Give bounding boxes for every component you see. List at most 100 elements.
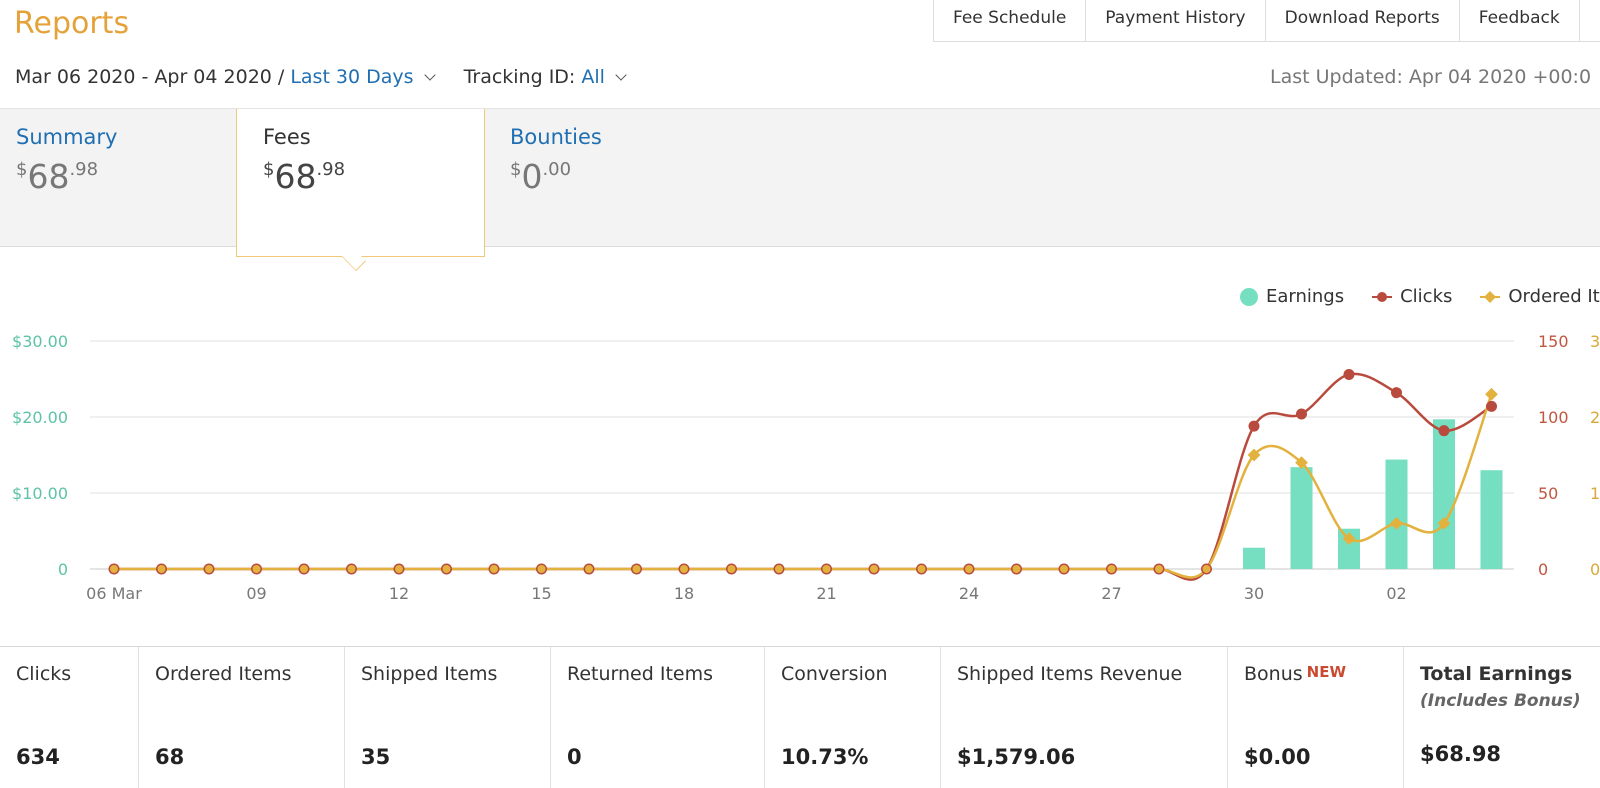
x-tick-label: 02 <box>1386 584 1406 603</box>
stats-bar: Clicks 634 Ordered Items 68 Shipped Item… <box>0 646 1600 788</box>
ordered-items-point <box>727 565 736 573</box>
page-title: Reports <box>14 6 130 41</box>
x-tick-label: 15 <box>531 584 551 603</box>
stat-clicks: Clicks 634 <box>0 647 139 788</box>
report-tabs: Summary $68.98 Fees $68.98 Bounties $0.0… <box>0 108 1600 257</box>
ordered-items-point <box>110 565 118 573</box>
tab-amount: $0.00 <box>510 157 572 196</box>
tracking-id-dropdown[interactable]: All <box>581 66 605 88</box>
help-link[interactable]: He <box>1578 0 1600 41</box>
clicks-point <box>1486 400 1497 412</box>
legend-ordered-items[interactable]: Ordered Item <box>1480 286 1600 307</box>
ordered-items-point <box>157 565 166 573</box>
earnings-chart: 0 0 0 $10.00 50 1 $20.00 100 2 $30.00 150 3 06 Mar 09… <box>12 332 1600 603</box>
y-right-tick-label: 150 <box>1538 332 1569 351</box>
tab-summary[interactable]: Summary $68.98 <box>0 109 236 248</box>
ordered-items-point <box>822 565 831 573</box>
tab-fees[interactable]: Fees $68.98 <box>236 109 485 257</box>
ordered-items-point <box>917 565 926 573</box>
earnings-bar <box>1480 470 1503 569</box>
ordered-items-point <box>205 565 213 573</box>
tab-bounties[interactable]: Bounties $0.00 <box>494 109 744 248</box>
clicks-series-line <box>114 372 1493 581</box>
x-tick-label: 18 <box>674 584 694 603</box>
stat-shipped-revenue: Shipped Items Revenue $1,579.06 <box>941 647 1228 788</box>
ordered-items-series-line <box>114 393 1493 579</box>
y-right-tick-label: 50 <box>1538 484 1558 503</box>
x-tick-label: 06 Mar <box>86 584 142 603</box>
top-links: Fee Schedule Payment History Download Re… <box>933 0 1600 42</box>
download-reports-link[interactable]: Download Reports <box>1264 0 1459 41</box>
ordered-items-point <box>680 565 688 573</box>
clicks-point <box>1343 368 1355 380</box>
x-tick-label: 21 <box>816 584 836 603</box>
earnings-bar <box>1243 547 1265 569</box>
tab-label: Summary <box>16 125 118 149</box>
y-right2-tick-label: 0 <box>1590 560 1600 579</box>
clicks-swatch-icon <box>1372 291 1393 302</box>
stat-total-earnings: Total Earnings (Includes Bonus) $68.98 <box>1420 663 1581 766</box>
legend-earnings[interactable]: Earnings <box>1240 286 1344 307</box>
y-left-tick-label: 0 <box>58 560 68 579</box>
ordered-items-point <box>300 565 308 573</box>
x-tick-label: 12 <box>389 584 409 603</box>
ordered-items-point <box>442 565 451 573</box>
x-tick-label: 27 <box>1101 584 1121 603</box>
y-right2-tick-label: 1 <box>1590 484 1600 503</box>
earnings-bar <box>1385 459 1408 569</box>
y-right2-tick-label: 2 <box>1590 408 1600 427</box>
x-tick-label: 09 <box>246 584 266 603</box>
ordered-items-point <box>1107 565 1116 573</box>
clicks-point <box>1248 420 1260 432</box>
ordered-items-point <box>870 565 878 573</box>
ordered-items-point <box>490 565 498 573</box>
ordered-items-point <box>1155 565 1163 573</box>
earnings-bar <box>1290 467 1313 569</box>
new-badge: NEW <box>1306 663 1347 681</box>
ordered-items-point <box>1060 565 1068 573</box>
y-left-tick-label: $10.00 <box>12 484 68 503</box>
y-right2-tick-label: 3 <box>1590 332 1600 351</box>
ordered-items-point <box>537 565 546 573</box>
filter-bar: Mar 06 2020 - Apr 04 2020 / Last 30 Days… <box>15 66 639 88</box>
clicks-point <box>1296 408 1307 420</box>
chevron-down-icon[interactable] <box>423 69 436 81</box>
ordered-items-swatch-icon <box>1480 290 1501 303</box>
stat-bonus: Bonus NEW $0.00 <box>1228 647 1404 788</box>
ordered-items-point <box>252 565 261 573</box>
tab-amount: $68.98 <box>263 157 346 196</box>
date-range-dropdown[interactable]: Last 30 Days <box>290 66 414 88</box>
ordered-items-point <box>632 565 641 573</box>
stat-conversion: Conversion 10.73% <box>765 647 941 788</box>
chevron-down-icon[interactable] <box>615 69 627 81</box>
tab-label: Bounties <box>510 125 602 149</box>
y-left-tick-label: $30.00 <box>12 332 68 351</box>
tab-label: Fees <box>263 125 311 149</box>
y-right-tick-label: 0 <box>1538 560 1548 579</box>
stat-returned-items: Returned Items 0 <box>551 647 765 788</box>
tracking-label: Tracking ID: <box>463 66 576 88</box>
ordered-items-point <box>395 565 403 573</box>
earnings-swatch-icon <box>1240 287 1258 306</box>
x-tick-label: 30 <box>1244 584 1264 603</box>
date-range-text: Mar 06 2020 - Apr 04 2020 / <box>15 66 285 88</box>
last-updated: Last Updated: Apr 04 2020 +00:0 <box>1270 66 1592 88</box>
stat-shipped-items: Shipped Items 35 <box>345 647 551 788</box>
ordered-items-point <box>347 565 356 573</box>
ordered-items-point <box>1202 565 1211 573</box>
tab-amount: $68.98 <box>16 157 99 196</box>
y-left-tick-label: $20.00 <box>12 408 68 427</box>
ordered-items-point <box>1485 387 1498 401</box>
ordered-items-point <box>585 565 593 573</box>
x-tick-label: 24 <box>959 584 979 603</box>
ordered-items-point <box>775 565 783 573</box>
clicks-point <box>1438 425 1450 437</box>
fee-schedule-link[interactable]: Fee Schedule <box>933 0 1085 41</box>
feedback-link[interactable]: Feedback <box>1458 0 1579 41</box>
y-right-tick-label: 100 <box>1538 408 1569 427</box>
payment-history-link[interactable]: Payment History <box>1085 0 1264 41</box>
legend-clicks[interactable]: Clicks <box>1372 286 1452 307</box>
chart-legend: Earnings Clicks Ordered Item <box>1240 286 1600 307</box>
earnings-bar <box>1433 419 1455 569</box>
ordered-items-point <box>965 565 973 573</box>
